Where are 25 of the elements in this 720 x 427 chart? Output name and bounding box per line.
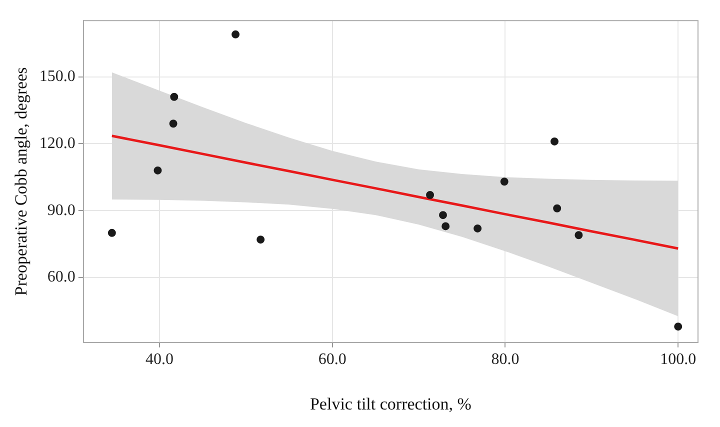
point — [108, 228, 116, 237]
y-tick-label: 150.0 — [39, 68, 76, 85]
point — [674, 322, 682, 331]
y-tick-label: 120.0 — [39, 134, 76, 152]
x-axis-title: Pelvic tilt correction, % — [310, 394, 472, 414]
point — [438, 211, 447, 220]
point — [442, 222, 450, 230]
y-axis-title: Preoperative Cobb angle, degrees — [12, 67, 31, 296]
x-tick-label: 60.0 — [318, 351, 346, 368]
point — [550, 137, 559, 146]
point — [474, 224, 482, 232]
point — [256, 236, 265, 244]
x-tick-label: 100.0 — [660, 351, 696, 368]
y-tick-label: 90.0 — [47, 202, 76, 219]
point — [154, 166, 162, 174]
point — [500, 178, 508, 186]
point — [426, 190, 434, 199]
x-tick-label: 80.0 — [491, 351, 520, 368]
point — [232, 30, 240, 38]
y-tick-label: 60.0 — [47, 268, 76, 286]
point — [553, 204, 562, 212]
point — [169, 120, 178, 128]
point — [170, 92, 178, 101]
point — [574, 231, 583, 240]
x-tick-label: 40.0 — [145, 351, 174, 368]
